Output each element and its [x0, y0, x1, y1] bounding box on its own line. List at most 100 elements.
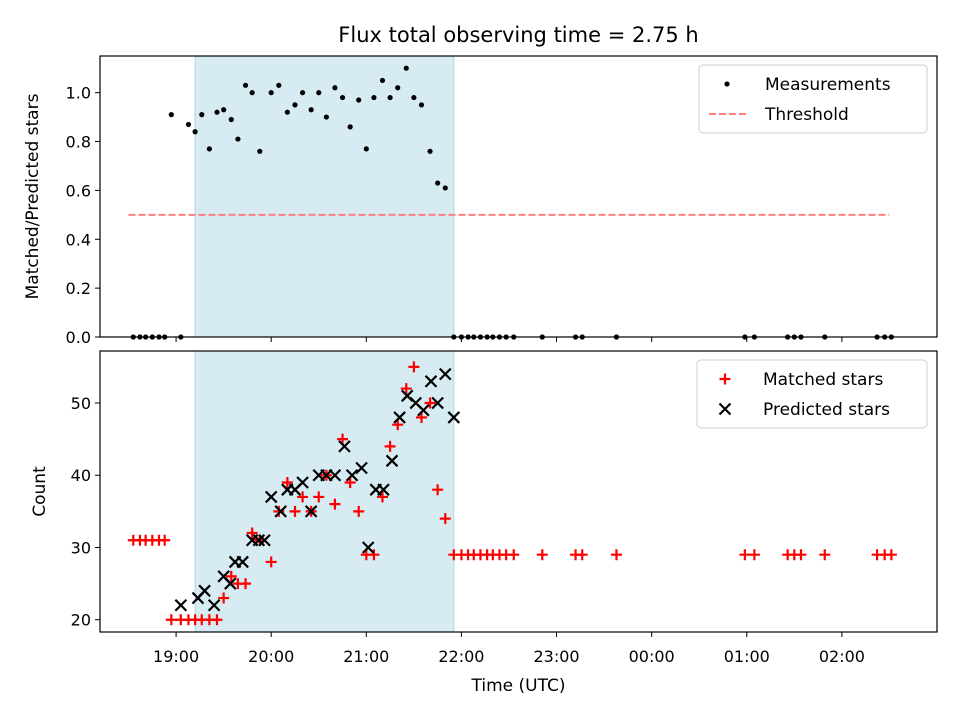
- y-tick-label: 0.4: [66, 230, 91, 249]
- matched-star-point: [424, 397, 436, 409]
- y-tick-label: 30: [71, 538, 91, 557]
- measurement-point: [308, 107, 314, 113]
- measurement-point: [257, 148, 263, 154]
- matched-star-point: [508, 549, 520, 561]
- measurement-point: [356, 97, 362, 103]
- measurement-point: [249, 90, 255, 96]
- x-tick-label: 01:00: [724, 647, 770, 666]
- measurement-point: [168, 112, 174, 118]
- predicted-star-point: [296, 476, 309, 489]
- axes-frame: [99, 350, 938, 633]
- matched-star-point: [885, 549, 897, 561]
- measurement-point: [235, 136, 241, 142]
- y-tick-label: 20: [71, 611, 91, 630]
- matched-star-point: [400, 383, 412, 395]
- x-axis-label: Time (UTC): [471, 676, 566, 696]
- predicted-star-point: [424, 375, 438, 388]
- measurement-point: [332, 85, 338, 91]
- matched-star-point: [353, 505, 365, 517]
- measurement-point: [323, 114, 329, 120]
- series-matched-stars: [127, 361, 897, 626]
- matched-star-point: [344, 476, 356, 488]
- matched-star-point: [536, 549, 548, 561]
- predicted-star-point: [447, 411, 461, 424]
- legend-matched-swatch: [719, 373, 731, 385]
- predicted-star-point: [304, 505, 318, 518]
- top-y-axis-label: Matched/Predicted stars: [23, 93, 43, 299]
- measurement-point: [387, 94, 393, 101]
- measurement-point: [418, 102, 425, 108]
- measurement-point: [206, 146, 212, 152]
- y-tick-label: 1.0: [66, 84, 91, 103]
- measurement-point: [371, 94, 377, 101]
- predicted-star-point: [236, 555, 249, 569]
- predicted-star-point: [328, 468, 342, 482]
- legend-box: [698, 64, 928, 134]
- y-tick-label: 0.8: [66, 133, 91, 152]
- matched-star-point: [211, 614, 223, 626]
- matched-star-point: [795, 549, 807, 561]
- measurement-point: [242, 82, 249, 88]
- measurement-point: [347, 124, 353, 130]
- predicted-star-point: [355, 461, 368, 475]
- matched-star-point: [165, 614, 177, 626]
- matched-star-point: [281, 476, 293, 488]
- measurement-point: [228, 116, 234, 123]
- matched-star-point: [439, 513, 451, 525]
- measurement-point: [214, 109, 220, 115]
- bottom-panel-star-counts: 20 30 40 50 19:00 20:00 21:00 22:00 23:00 00:00 01…: [71, 350, 938, 666]
- measurement-point: [395, 85, 401, 91]
- matched-star-point: [337, 433, 349, 445]
- bottom-y-axis-label: Count: [30, 466, 50, 517]
- predicted-star-point: [438, 367, 452, 381]
- x-tick-label: 20:00: [248, 647, 294, 666]
- y-tick-label: 0.6: [66, 181, 91, 200]
- predicted-star-point: [252, 533, 266, 547]
- legend-box: [696, 359, 928, 429]
- matched-star-point: [376, 491, 388, 503]
- chart-title: Flux total observing time = 2.75 h: [338, 23, 698, 47]
- measurement-point: [284, 109, 290, 115]
- matched-star-point: [384, 440, 396, 452]
- measurement-point: [411, 94, 417, 101]
- predicted-star-point: [393, 411, 406, 424]
- series-predicted-stars: [174, 367, 461, 612]
- legend-label: Matched stars: [763, 370, 883, 390]
- measurement-point: [299, 90, 306, 96]
- observing-window-shade: [194, 350, 455, 633]
- measurement-point: [339, 94, 346, 101]
- legend-label: Threshold: [764, 105, 849, 125]
- matched-star-point: [273, 505, 285, 517]
- matched-star-point: [289, 505, 301, 517]
- x-tick-label: 23:00: [533, 647, 579, 666]
- x-tick-label: 02:00: [819, 647, 865, 666]
- predicted-star-point: [345, 468, 359, 482]
- legend-label: Measurements: [765, 75, 891, 95]
- measurement-point: [185, 121, 192, 128]
- predicted-star-point: [174, 598, 188, 612]
- x-tick-label: 21:00: [343, 647, 389, 666]
- x-tick-label: 22:00: [438, 647, 484, 666]
- predicted-star-point: [258, 533, 271, 547]
- matched-star-point: [610, 549, 622, 561]
- legend-measurement-swatch: [724, 81, 730, 87]
- matched-star-point: [265, 556, 277, 568]
- measurement-point: [199, 112, 205, 118]
- measurement-point: [379, 77, 386, 84]
- matched-star-point: [415, 411, 427, 423]
- measurement-point: [276, 82, 282, 88]
- y-tick-label: 0.0: [66, 328, 91, 347]
- legend-label: Predicted stars: [763, 400, 890, 420]
- observing-window-shade: [194, 55, 455, 338]
- predicted-star-point: [338, 440, 351, 453]
- predicted-star-point: [224, 577, 237, 590]
- matched-star-point: [819, 549, 831, 561]
- matched-star-point: [225, 570, 237, 582]
- measurement-point: [442, 185, 448, 191]
- matched-star-point: [739, 549, 751, 561]
- legend: Matched stars Predicted stars: [696, 359, 928, 429]
- matched-star-point: [313, 491, 325, 503]
- measurement-point: [268, 90, 274, 96]
- predicted-star-point: [417, 403, 430, 417]
- measurement-point: [192, 129, 198, 135]
